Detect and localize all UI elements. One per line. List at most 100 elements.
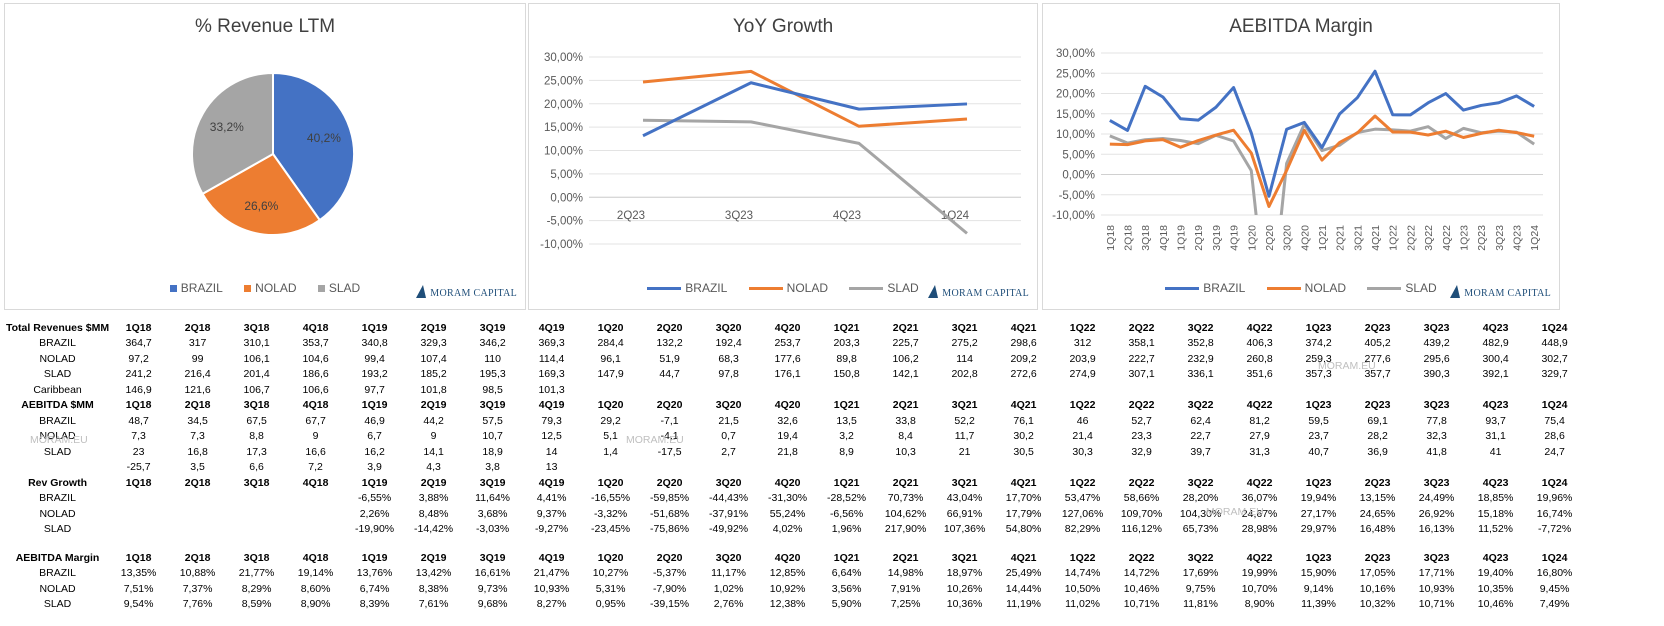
y-tick-label: -5,00% [547, 216, 583, 228]
table-cell: 216,4 [184, 368, 211, 381]
table-cell: 21,5 [718, 414, 739, 427]
y-tick-label: 0,00% [1062, 170, 1095, 182]
legend-nolad-label: NOLAD [786, 281, 828, 295]
table-cell [581, 382, 640, 398]
margin-chart-title: AEBITDA Margin [1229, 16, 1373, 37]
x-tick-label: 3Q20 [1282, 225, 1294, 251]
table-cell [109, 491, 168, 507]
table-cell [168, 522, 227, 538]
table-cell: 21,4 [1072, 430, 1093, 443]
table-cell: 10,70% [1241, 582, 1278, 595]
legend-brazil: BRAZIL [1165, 281, 1245, 295]
pie-chart-panel: % Revenue LTM 40,2% 26,6% 33,2% BRAZIL NOL… [4, 3, 526, 310]
legend-brazil-label: BRAZIL [685, 281, 728, 295]
table-cell: -6,55% [357, 492, 392, 505]
watermark: MORAM.EU [626, 434, 684, 446]
table-cell: 116,12% [1121, 523, 1162, 536]
y-tick-label: 30,00% [544, 52, 583, 64]
table-cell: 13,5 [836, 414, 857, 427]
table-row: SLAD 23 16,8 17,3 16,6 16,2 14,1 18,9 14 1,4 -17,5… [6, 444, 1584, 460]
table-cell: 357,3 [1305, 368, 1332, 381]
table-cell: 10,71% [1418, 598, 1455, 611]
table-cell: 16,6 [305, 445, 326, 458]
table-cell: 0,95% [595, 598, 626, 611]
table-cell [1112, 382, 1171, 398]
quarter-header-cell: 1Q18 [125, 551, 152, 564]
quarter-header-cell: 1Q21 [833, 551, 860, 564]
table-cell: 232,9 [1187, 352, 1214, 365]
quarter-header-cell: 2Q20 [656, 551, 683, 564]
table-cell: 2,26% [359, 507, 390, 520]
table-cell [109, 522, 168, 538]
table-cell: 8,9 [839, 445, 854, 458]
x-tick-label: 3Q22 [1423, 225, 1435, 251]
table-cell: 28,2 [1367, 430, 1388, 443]
yoy-legend: BRAZIL NOLAD SLAD [529, 281, 1037, 295]
table-cell: 67,5 [246, 414, 267, 427]
table-cell: 13,35% [120, 567, 157, 580]
x-tick-label: 1Q21 [1317, 225, 1329, 251]
quarter-header-cell: 4Q23 [1482, 399, 1509, 412]
table-cell [699, 460, 758, 476]
yoy-line-chart: 30,00% 25,00% 20,00% 15,00% 10,00% 5,00% 0,00%… [540, 52, 1021, 251]
table-cell [876, 460, 935, 476]
table-cell: 295,6 [1423, 352, 1450, 365]
table-cell [994, 460, 1053, 476]
table-cell: 30,2 [1013, 430, 1034, 443]
table-cell: 13,15% [1359, 492, 1396, 505]
quarter-header-cell: 3Q19 [479, 551, 506, 564]
table-cell: 6,74% [359, 582, 390, 595]
quarter-header-cell: 1Q24 [1541, 551, 1568, 564]
table-cell: 99,4 [364, 352, 385, 365]
table-cell [286, 522, 345, 538]
quarter-header-cell: 3Q21 [951, 551, 978, 564]
table-cell: 16,8 [187, 445, 208, 458]
table-cell: -9,27% [534, 523, 569, 536]
pie-slice-nolad [201, 152, 322, 236]
quarter-header-cell: 1Q19 [361, 321, 388, 334]
table-cell: 36,07% [1241, 492, 1278, 505]
row-label: BRAZIL [39, 337, 76, 350]
quarter-header-cell: 4Q21 [1010, 551, 1037, 564]
table-cell: 51,9 [659, 352, 680, 365]
quarter-header-cell: 4Q20 [774, 399, 801, 412]
quarter-header-cell: 1Q23 [1305, 321, 1332, 334]
table-cell: 7,3 [190, 430, 205, 443]
pie-data-label: 26,6% [244, 199, 278, 213]
table-cell: 14,1 [423, 445, 444, 458]
pie-slice-brazil [272, 71, 355, 222]
table-cell: -75,86% [650, 523, 690, 536]
table-cell: 3,5 [190, 461, 205, 474]
quarter-header-cell: 3Q18 [243, 399, 270, 412]
table-cell: 28,20% [1182, 492, 1219, 505]
table-cell: 357,7 [1364, 368, 1391, 381]
brand-name: MORAM CAPITAL [430, 288, 517, 299]
table-section-header: Rev Growth 1Q18 2Q18 3Q18 4Q18 1Q19 2Q19 3Q19 4Q… [6, 475, 1584, 491]
table-cell: 142,1 [892, 368, 919, 381]
table-cell: 8,60% [300, 582, 331, 595]
row-label: SLAD [43, 598, 72, 611]
table-cell: 4,3 [426, 461, 441, 474]
table-cell: 7,37% [182, 582, 213, 595]
legend-nolad-label: NOLAD [1304, 281, 1346, 295]
x-tick-label: 3Q23 [725, 210, 753, 222]
table-cell: 298,6 [1010, 337, 1037, 350]
table-cell: 1,02% [713, 582, 744, 595]
quarter-header-cell: 4Q23 [1482, 476, 1509, 489]
quarter-header-cell: 1Q24 [1541, 321, 1568, 334]
table-cell: 310,1 [243, 337, 270, 350]
table-cell: 21 [958, 445, 971, 458]
table-row: BRAZIL 13,35% 10,88% 21,77% 19,14% 13,76% 13,4… [6, 566, 1584, 582]
table-cell: 169,3 [538, 368, 565, 381]
table-cell: 40,7 [1308, 445, 1329, 458]
table-cell: 44,7 [659, 368, 680, 381]
table-cell: 217,90% [884, 523, 927, 536]
table-cell: 59,5 [1308, 414, 1329, 427]
table-cell: 277,6 [1364, 352, 1391, 365]
x-tick-label: 1Q20 [1246, 225, 1258, 251]
table-cell [1407, 460, 1466, 476]
table-cell: 203,9 [1069, 352, 1096, 365]
table-cell: 3,8 [485, 461, 500, 474]
table-cell: -3,32% [593, 507, 628, 520]
table-cell [109, 506, 168, 522]
